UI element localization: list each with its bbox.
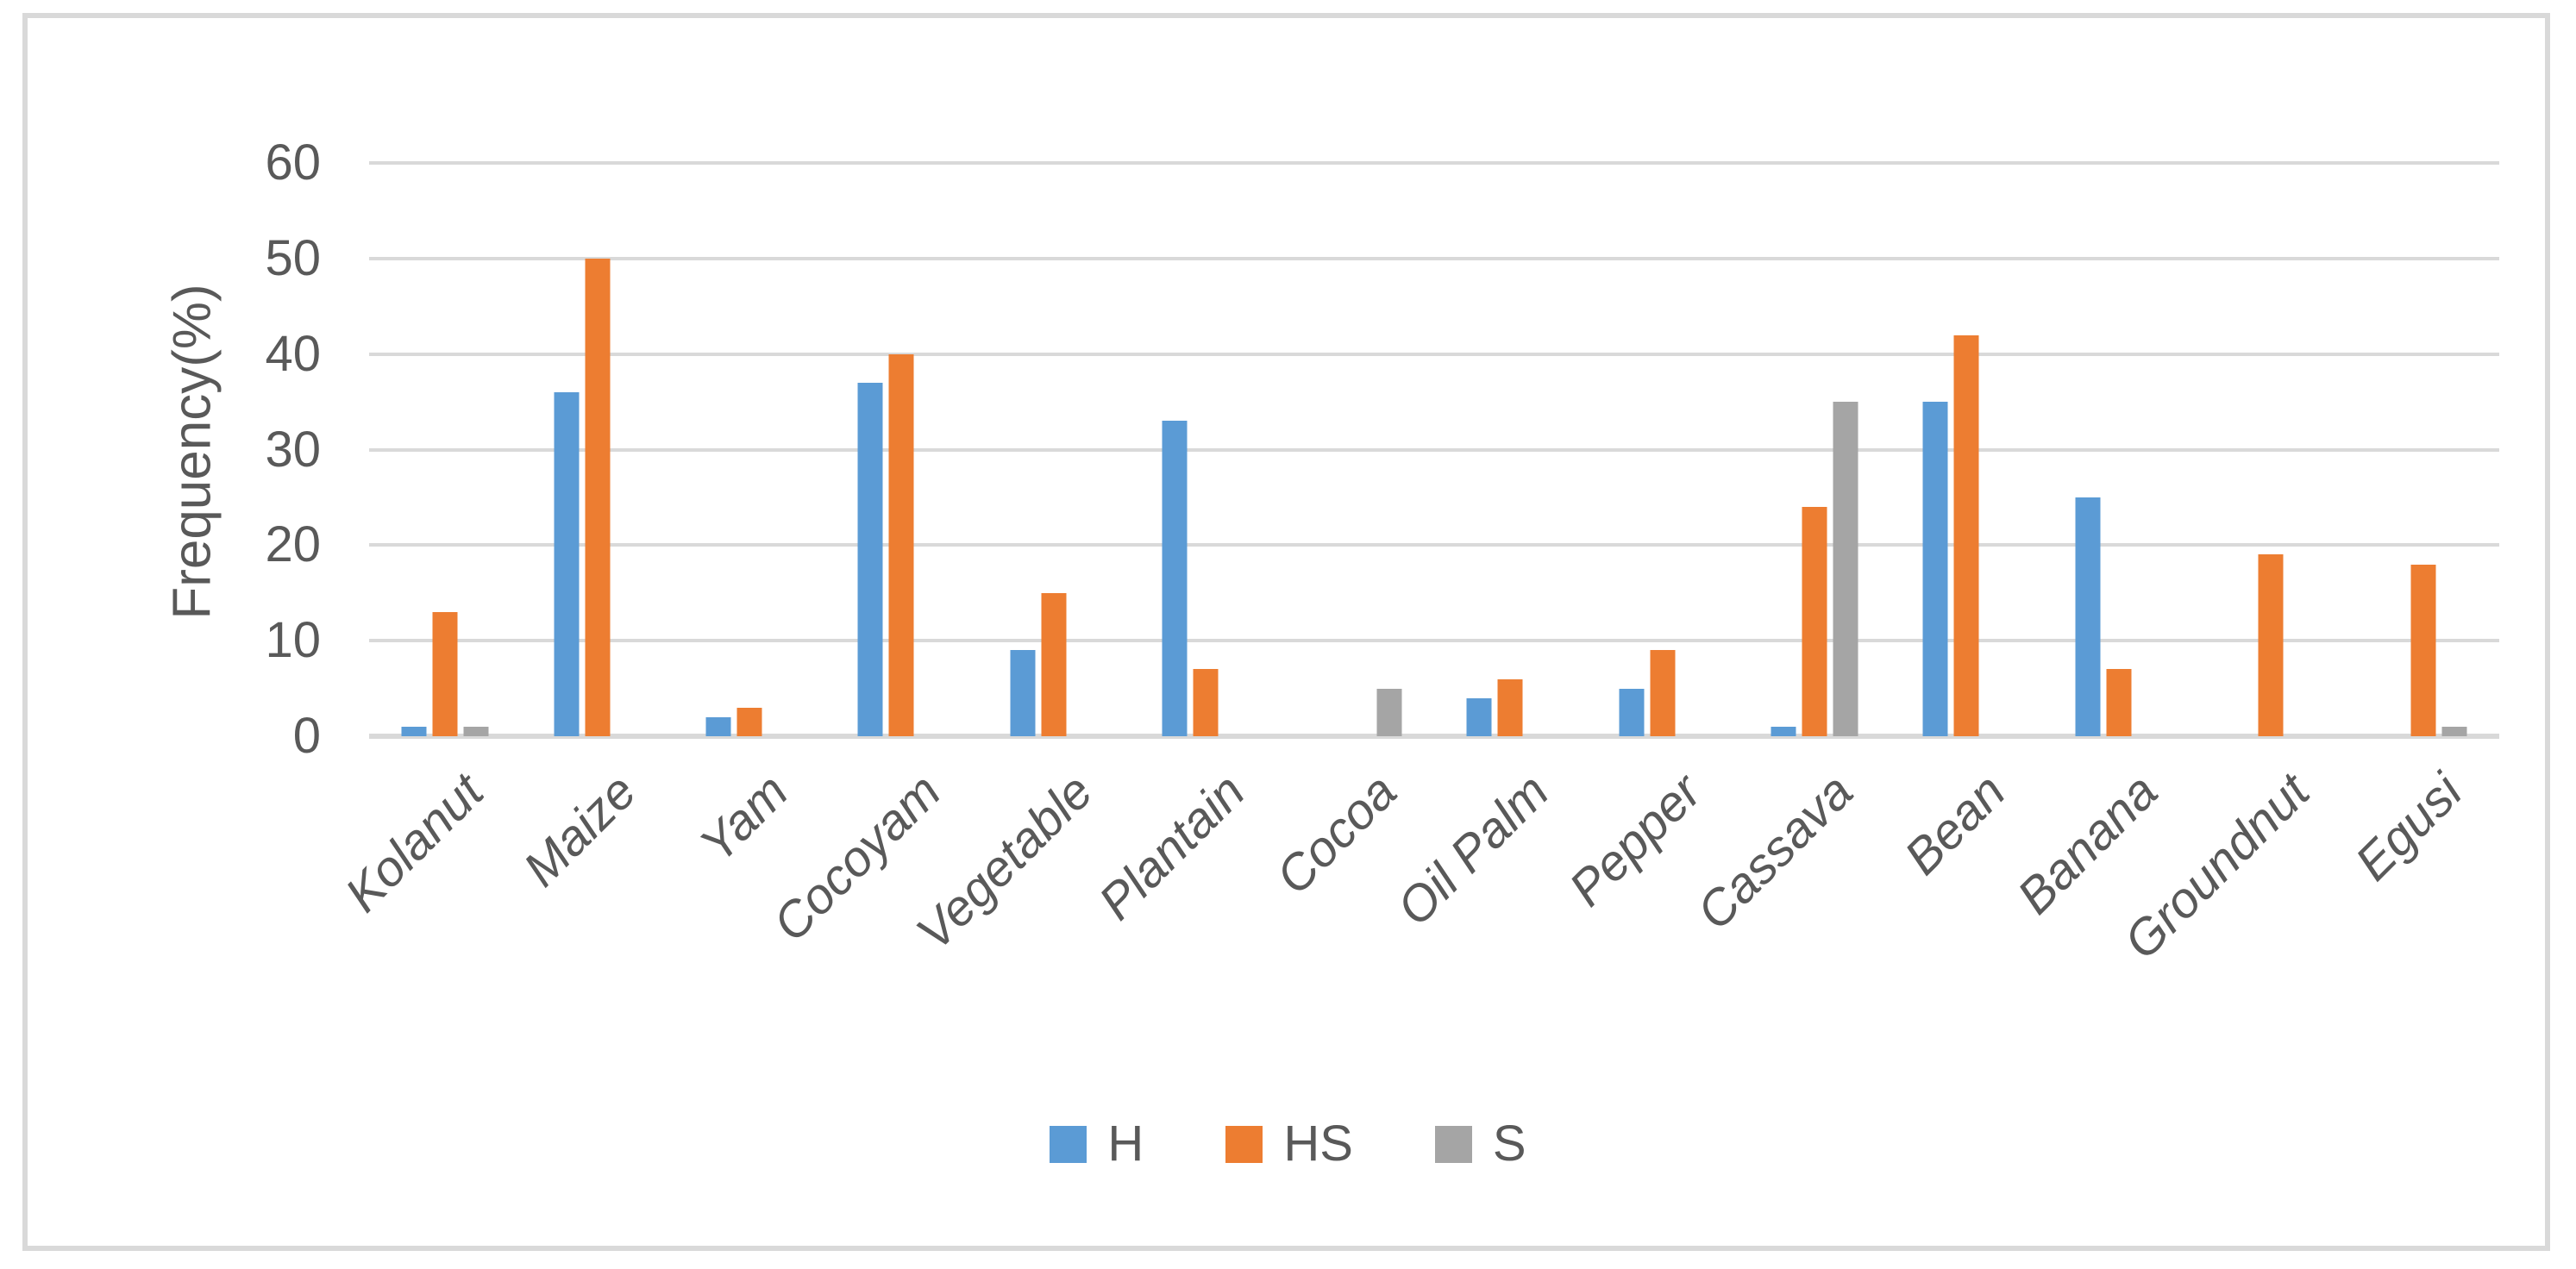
bar-group-banana (2043, 163, 2195, 736)
y-tick-label-30: 30 (265, 421, 321, 478)
bar-group-bean (1890, 163, 2042, 736)
bar-hs-bean (1953, 334, 1979, 736)
legend-item-hs: HS (1225, 1119, 1353, 1169)
bar-groups-container (369, 163, 2499, 736)
bar-group-groundnut (2195, 163, 2347, 736)
bar-group-oil-palm (1434, 163, 1586, 736)
bar-h-cassava (1771, 726, 1796, 736)
gridline-40 (369, 352, 2499, 356)
legend-label-h: H (1107, 1116, 1144, 1172)
bar-h-kolanut (401, 726, 427, 736)
bar-s-cassava (1833, 402, 1858, 736)
bar-h-cocoyam (857, 382, 883, 736)
legend-item-h: H (1050, 1119, 1144, 1169)
chart-border (22, 13, 2550, 1251)
bar-hs-banana (2106, 669, 2132, 736)
bar-hs-pepper (1650, 650, 1676, 736)
bar-hs-oil-palm (1497, 678, 1523, 736)
bar-s-egusi (2441, 726, 2467, 736)
bar-group-egusi (2347, 163, 2498, 736)
y-axis-tick-labels: 0 10 20 30 40 50 60 (129, 138, 345, 761)
gridline-30 (369, 447, 2499, 452)
bar-group-kolanut (369, 163, 521, 736)
y-tick-label-50: 50 (265, 229, 321, 286)
y-tick-label-20: 20 (265, 516, 321, 573)
bar-group-cocoa (1282, 163, 1434, 736)
bar-s-kolanut (463, 726, 489, 736)
legend-swatch-s (1434, 1125, 1472, 1163)
bar-group-vegetable (978, 163, 1130, 736)
bar-group-maize (521, 163, 673, 736)
legend-swatch-hs (1225, 1125, 1263, 1163)
bar-group-plantain (1130, 163, 1282, 736)
bar-hs-egusi (2410, 564, 2436, 736)
legend-swatch-h (1050, 1125, 1087, 1163)
bar-h-maize (554, 392, 580, 736)
y-tick-label-60: 60 (265, 134, 321, 191)
bar-hs-kolanut (432, 611, 458, 736)
legend-label-s: S (1492, 1116, 1526, 1172)
bar-h-bean (1922, 402, 1948, 736)
gridline-10 (369, 639, 2499, 643)
bar-hs-cassava (1802, 507, 1827, 736)
bar-s-cocoa (1376, 688, 1402, 736)
x-axis-line (369, 734, 2499, 739)
gridline-20 (369, 543, 2499, 547)
legend: H HS S (0, 1119, 2576, 1169)
legend-label-hs: HS (1283, 1116, 1353, 1172)
bar-h-pepper (1619, 688, 1645, 736)
bar-hs-vegetable (1041, 592, 1067, 736)
y-tick-label-40: 40 (265, 325, 321, 382)
bar-hs-maize (585, 258, 611, 736)
bar-group-cocoyam (825, 163, 977, 736)
bar-group-cassava (1739, 163, 1890, 736)
bar-group-pepper (1586, 163, 1738, 736)
legend-item-s: S (1434, 1116, 1526, 1172)
bar-h-yam (705, 716, 731, 736)
gridline-50 (369, 256, 2499, 260)
y-tick-label-10: 10 (265, 612, 321, 669)
y-tick-label-0: 0 (292, 708, 321, 764)
bar-hs-cocoyam (888, 353, 914, 736)
bar-hs-plantain (1193, 669, 1219, 736)
gridline-60 (369, 161, 2499, 165)
bar-h-plantain (1162, 421, 1188, 736)
bar-h-banana (2075, 497, 2101, 736)
bar-hs-groundnut (2258, 554, 2284, 736)
bar-hs-yam (736, 707, 762, 736)
bar-group-yam (674, 163, 825, 736)
bar-h-oil-palm (1466, 697, 1492, 736)
plot-area (369, 161, 2499, 739)
bar-h-vegetable (1010, 650, 1036, 736)
